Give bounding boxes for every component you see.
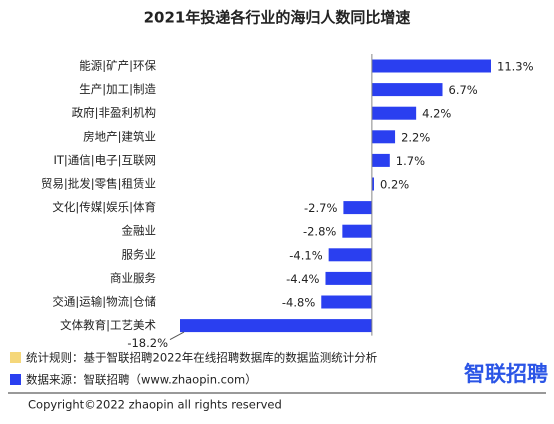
footer-note: 统计规则：基于智联招聘2022年在线招聘数据库的数据监测统计分析 — [26, 351, 377, 365]
bar — [371, 59, 491, 73]
y-tick-label: 金融业 — [122, 224, 157, 238]
bar — [342, 224, 372, 238]
value-label: -2.8% — [303, 225, 336, 239]
y-tick-label: IT|通信|电子|互联网 — [53, 153, 156, 167]
y-tick-label: 生产|加工|制造 — [79, 82, 156, 96]
value-label: 1.7% — [396, 154, 425, 168]
footer-note: 数据来源：智联招聘（www.zhaopin.com） — [26, 373, 257, 387]
leader-line — [169, 331, 185, 341]
y-tick-label: 房地产|建筑业 — [83, 129, 156, 143]
y-tick-label: 贸易|批发|零售|租赁业 — [41, 177, 156, 191]
y-tick-label: 政府|非盈利机构 — [72, 106, 156, 120]
bar — [321, 295, 372, 309]
y-tick-label: 文体教育|工艺美术 — [60, 318, 156, 332]
bar — [325, 271, 372, 285]
value-label: -4.4% — [286, 272, 319, 286]
value-label: 2.2% — [401, 130, 430, 144]
value-label: -4.8% — [282, 296, 315, 310]
bar — [371, 106, 417, 120]
value-label: -2.7% — [304, 201, 337, 215]
value-label: 0.2% — [380, 178, 409, 192]
legend-swatch — [10, 352, 21, 363]
y-tick-label: 商业服务 — [110, 271, 156, 285]
copyright: Copyright©2022 zhaopin all rights reserv… — [28, 398, 282, 412]
bar — [328, 248, 372, 262]
value-label: 11.3% — [497, 60, 534, 74]
bar — [180, 319, 372, 333]
bar — [371, 130, 396, 144]
legend-swatch — [10, 374, 21, 385]
bar — [371, 177, 374, 191]
value-label: -4.1% — [289, 248, 322, 262]
logo: 智联招聘 — [464, 362, 548, 386]
value-label: 4.2% — [422, 107, 451, 121]
chart-title: 2021年投递各行业的海归人数同比增速 — [144, 9, 411, 27]
y-tick-label: 交通|运输|物流|仓储 — [52, 295, 156, 309]
bar — [371, 83, 443, 97]
bar — [343, 201, 372, 215]
y-tick-label: 能源|矿产|环保 — [79, 59, 156, 73]
y-tick-label: 文化|传媒|娱乐|体育 — [52, 200, 156, 214]
bar — [371, 153, 390, 167]
y-tick-label: 服务业 — [122, 247, 157, 261]
value-label: -18.2% — [127, 336, 168, 350]
value-label: 6.7% — [449, 83, 478, 97]
